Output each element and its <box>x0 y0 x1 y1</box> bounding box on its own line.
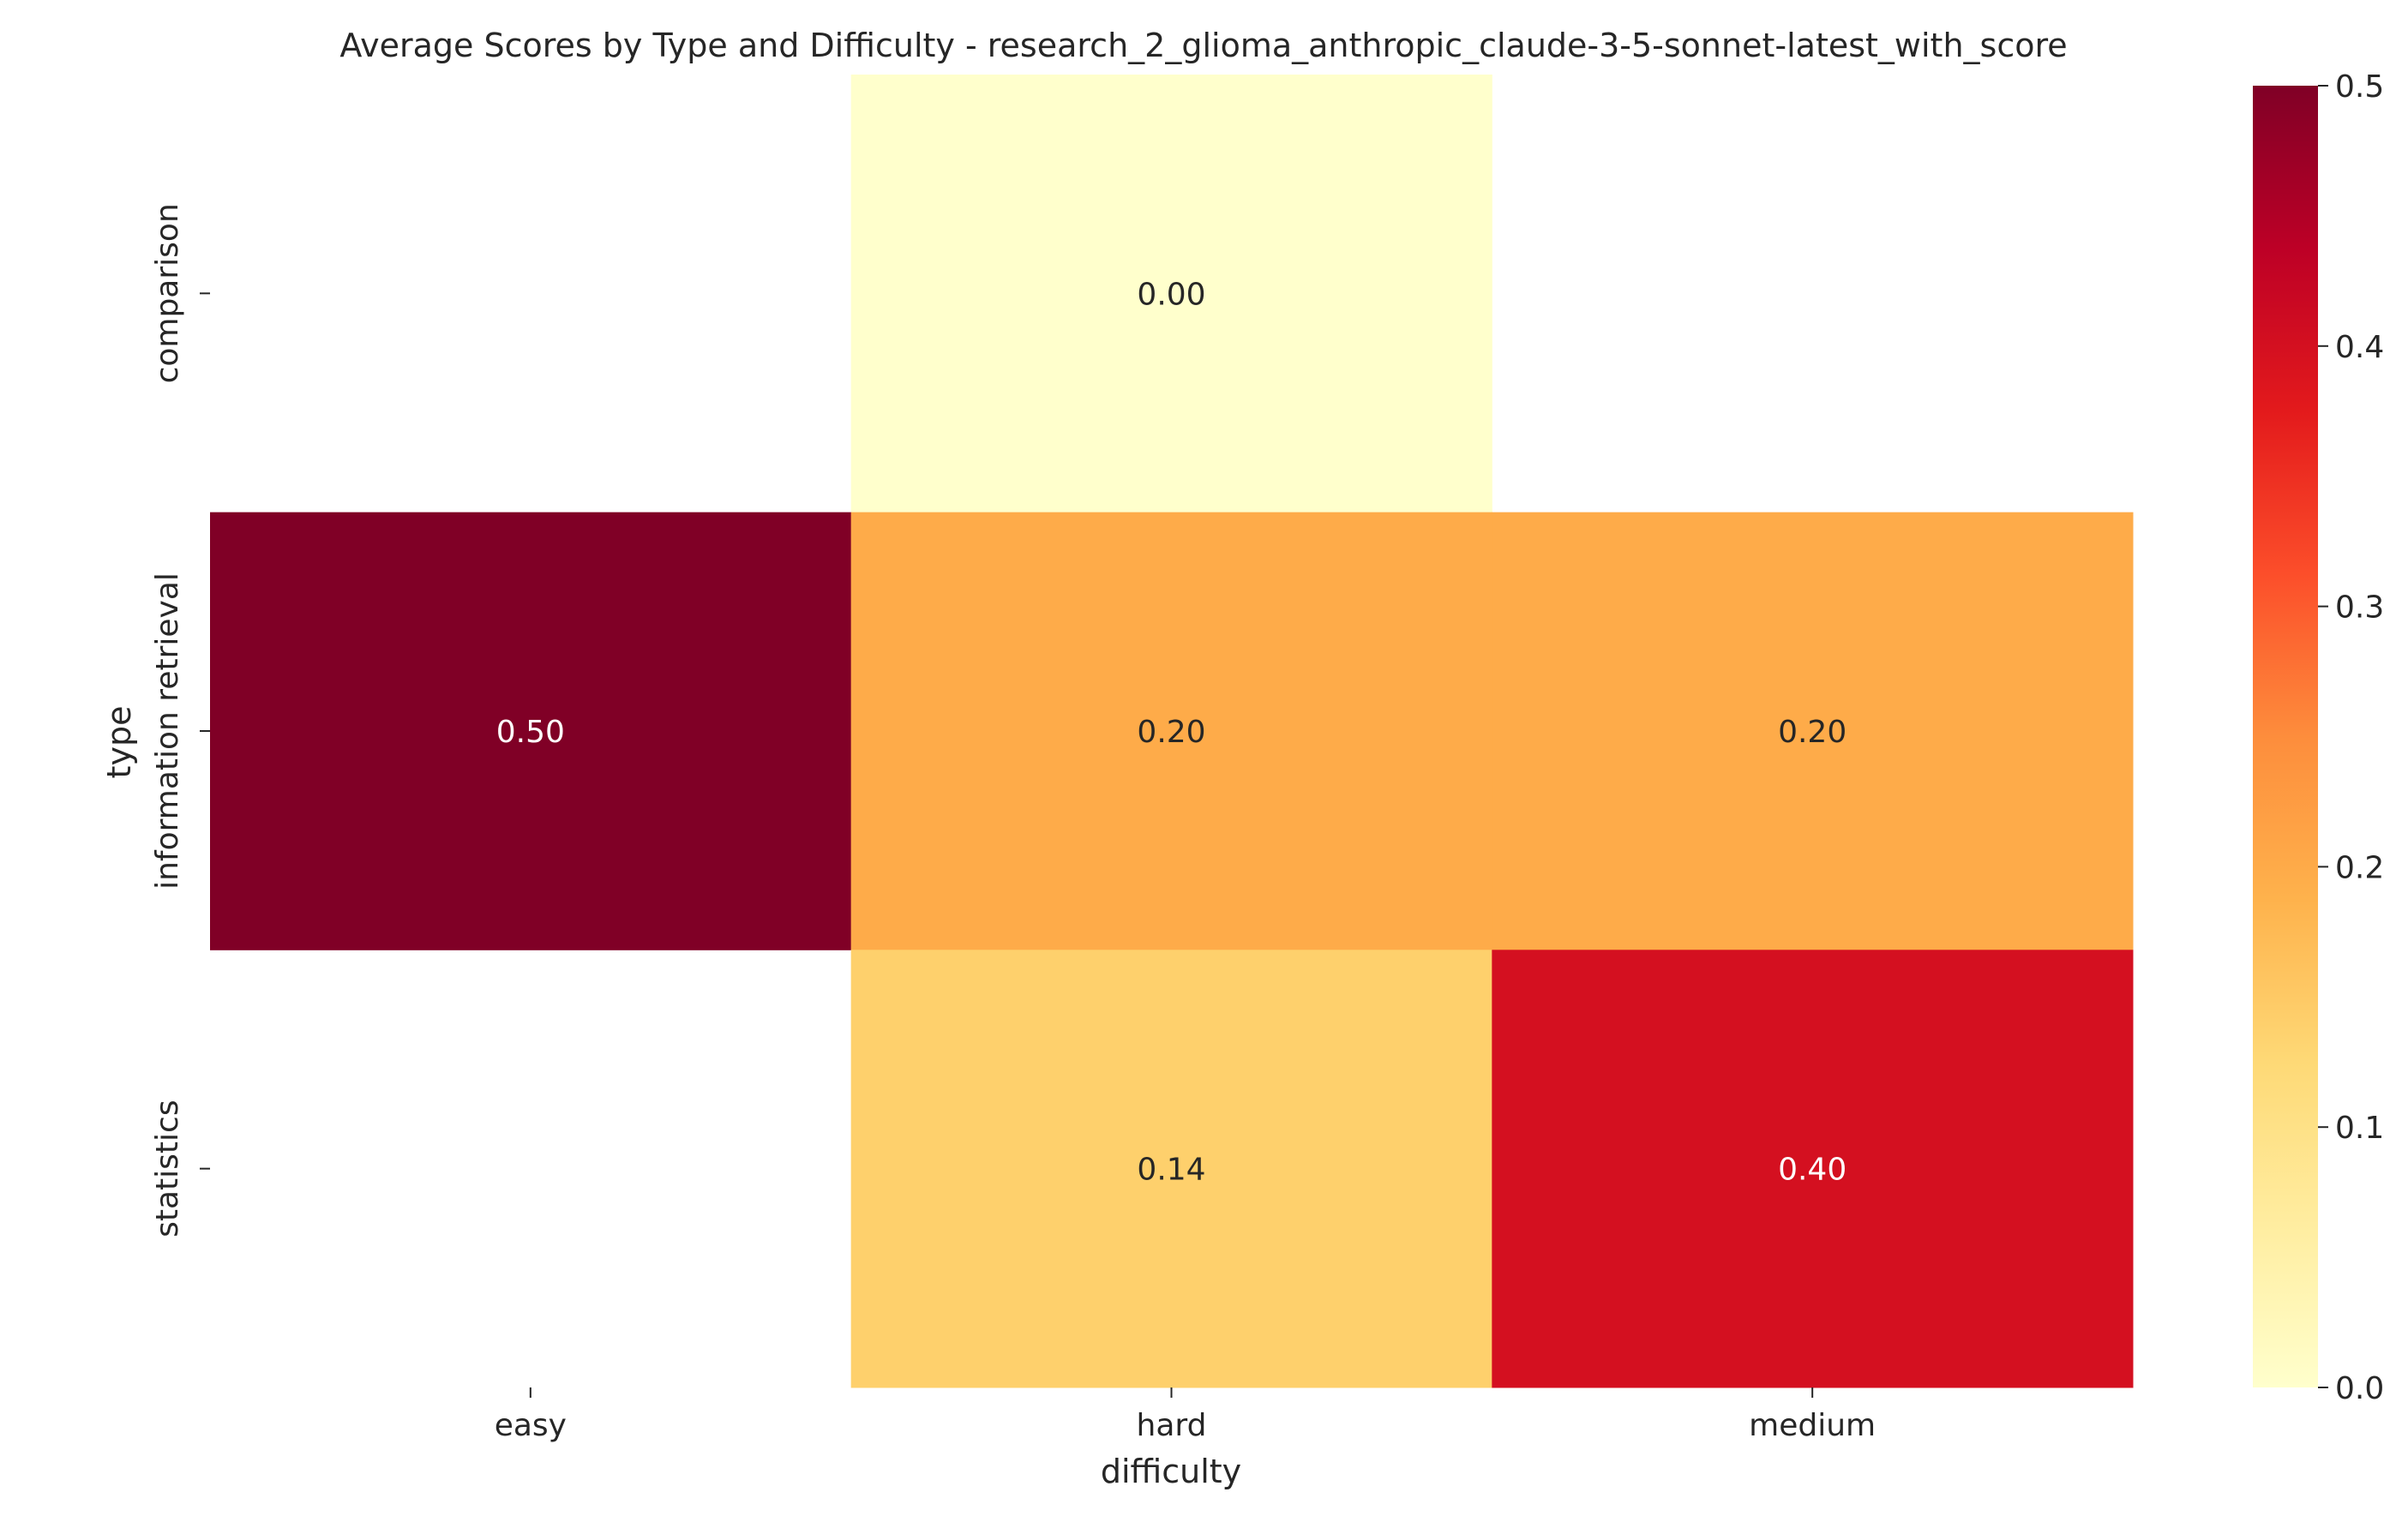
heatmap-cell <box>850 950 1492 1388</box>
x-axis-label: difficulty <box>1101 1453 1241 1490</box>
heatmap-cell <box>850 75 1492 513</box>
y-axis: comparison information retrieval statistic… <box>150 203 210 1237</box>
heatmap-cell <box>1492 512 2134 950</box>
colorbar-tick-label: 0.2 <box>2335 850 2384 885</box>
cell-value-label: 0.20 <box>1778 715 1847 750</box>
heatmap-cell <box>1492 950 2134 1388</box>
colorbar-tick-label: 0.0 <box>2335 1371 2384 1406</box>
cell-value-labels: 0.00 0.50 0.20 0.20 0.14 0.40 <box>496 277 1847 1187</box>
cell-value-label: 0.20 <box>1137 715 1205 750</box>
colorbar-gradient <box>2253 86 2318 1387</box>
cell-value-label: 0.14 <box>1137 1153 1205 1188</box>
x-tick-label: medium <box>1749 1408 1876 1443</box>
colorbar-tick-label: 0.5 <box>2335 69 2384 105</box>
cell-value-label: 0.00 <box>1137 277 1205 312</box>
y-axis-label: type <box>100 706 138 779</box>
x-tick-label: hard <box>1137 1408 1207 1443</box>
x-tick-label: easy <box>495 1408 567 1443</box>
cell-value-label: 0.50 <box>496 715 565 750</box>
x-axis: easy hard medium <box>495 1387 1876 1443</box>
y-tick-label: information retrieval <box>150 572 185 890</box>
heatmap-cell <box>210 512 852 950</box>
colorbar-tick-label: 0.4 <box>2335 330 2384 365</box>
colorbar: 0.0 0.1 0.2 0.3 0.4 0.5 <box>2253 69 2384 1406</box>
y-tick-label: comparison <box>150 203 185 383</box>
cell-value-label: 0.40 <box>1778 1153 1847 1188</box>
heatmap-cell <box>850 512 1492 950</box>
colorbar-tick-label: 0.3 <box>2335 590 2384 626</box>
heatmap-cells <box>210 75 2134 1388</box>
colorbar-tick-label: 0.1 <box>2335 1111 2384 1146</box>
y-tick-label: statistics <box>150 1100 185 1237</box>
chart-title: Average Scores by Type and Difficulty - … <box>339 27 2067 64</box>
